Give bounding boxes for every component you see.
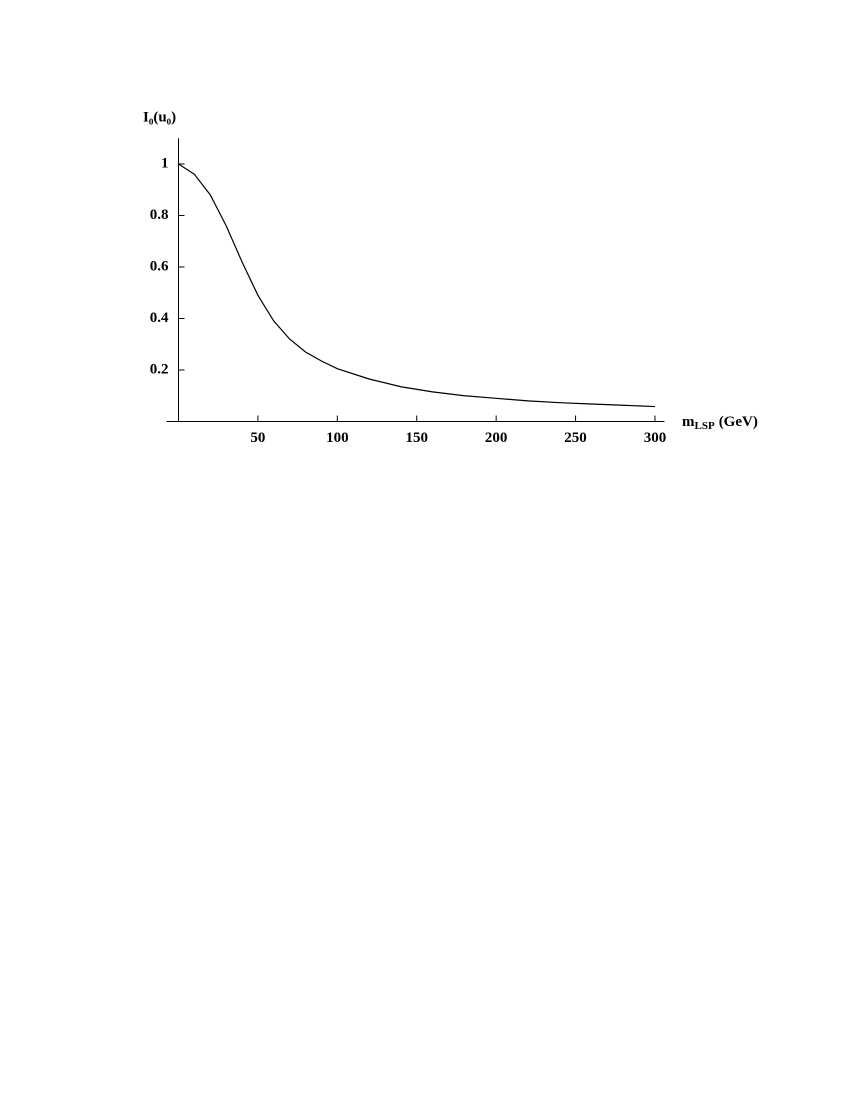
x-label-sub: LSP <box>695 420 715 432</box>
y-tick-label: 0.4 <box>150 310 169 326</box>
x-tick-label: 300 <box>644 430 667 446</box>
y-tick-label: 0.8 <box>150 207 169 223</box>
x-tick-label: 50 <box>250 430 265 446</box>
x-tick-label: 200 <box>485 430 508 446</box>
y-tick-label: 0.6 <box>150 258 169 274</box>
curve <box>178 163 655 408</box>
x-label-unit: (GeV) <box>719 414 758 430</box>
x-label-main: m <box>682 414 695 430</box>
x-tick-label: 250 <box>564 430 587 446</box>
x-tick-label: 100 <box>326 430 349 446</box>
y-axis-label: I₀(u₀) <box>143 109 176 125</box>
x-axis-label: mLSP (GeV) <box>682 414 758 431</box>
y-tick-label: 1 <box>161 155 169 171</box>
x-tick-label: 150 <box>405 430 428 446</box>
y-tick-label: 0.2 <box>150 361 169 377</box>
